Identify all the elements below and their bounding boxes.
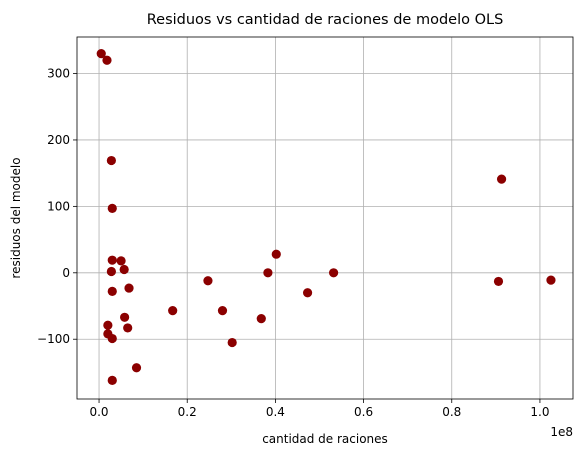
scatter-point — [103, 320, 113, 330]
scatter-point — [102, 55, 112, 65]
scatter-point — [124, 283, 134, 293]
scatter-point — [271, 249, 281, 259]
x-tick-label: 0.4 — [266, 405, 285, 419]
scatter-point — [107, 255, 117, 265]
scatter-point — [168, 306, 178, 316]
y-tick-label: 300 — [47, 67, 70, 81]
scatter-point — [496, 174, 507, 184]
scatter-point — [263, 268, 273, 278]
x-tick-label: 1.0 — [530, 405, 549, 419]
scatter-point — [107, 203, 117, 213]
scatter-point — [123, 323, 133, 333]
scatter-point — [107, 286, 117, 296]
x-axis-label: cantidad de raciones — [262, 432, 388, 446]
x-tick-label: 0.0 — [89, 405, 108, 419]
x-tick-label: 0.8 — [442, 405, 461, 419]
scatter-point — [493, 276, 504, 287]
scatter-point — [256, 314, 266, 324]
scatter-point — [107, 375, 117, 386]
x-tick-label: 0.6 — [354, 405, 373, 419]
scatter-point — [107, 333, 117, 344]
scatter-point — [131, 363, 142, 373]
y-tick-label: 0 — [62, 266, 70, 280]
scatter-point — [116, 256, 126, 266]
scatter-point — [302, 288, 313, 298]
scatter-point — [106, 266, 116, 277]
scatter-point — [119, 264, 129, 275]
y-axis-ticks: −100 0 100 200 300 — [37, 67, 77, 346]
y-tick-label: −100 — [37, 332, 70, 346]
data-points — [96, 49, 556, 386]
scatter-point — [106, 155, 116, 166]
y-tick-label: 200 — [47, 133, 70, 147]
scatter-point — [227, 337, 237, 348]
scatter-point — [96, 49, 106, 59]
x-tick-label: 0.2 — [178, 405, 197, 419]
chart-title: Residuos vs cantidad de raciones de mode… — [147, 12, 504, 28]
plot-frame — [76, 36, 574, 400]
scatter-point — [217, 306, 228, 316]
x-axis-ticks: 0.0 0.2 0.4 0.6 0.8 1.0 — [89, 399, 549, 419]
scatter-point — [328, 268, 339, 278]
scatter-point — [120, 312, 130, 322]
x-axis-offset-label: 1e8 — [550, 425, 573, 439]
y-tick-label: 100 — [47, 199, 70, 213]
scatter-point — [203, 276, 213, 286]
grid — [77, 37, 573, 399]
scatter-point — [546, 275, 556, 285]
y-axis-label: residuos del modelo — [9, 157, 23, 278]
